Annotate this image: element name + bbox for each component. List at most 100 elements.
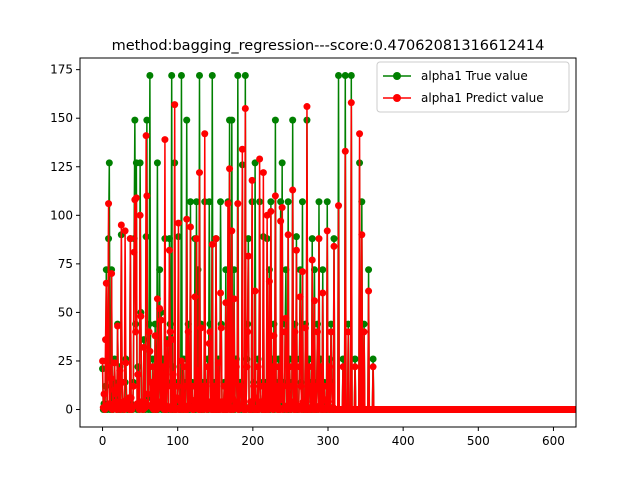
- data-point: [131, 116, 139, 124]
- data-point: [310, 297, 318, 305]
- data-point: [301, 324, 309, 332]
- data-point: [105, 200, 113, 208]
- data-point: [326, 363, 333, 371]
- x-tick-label: 100: [166, 434, 189, 448]
- data-point: [183, 116, 191, 124]
- legend-box: [376, 61, 570, 113]
- data-point: [289, 116, 297, 124]
- data-point: [365, 287, 373, 295]
- data-point: [319, 266, 327, 274]
- data-point: [224, 200, 232, 208]
- data-point: [251, 287, 259, 295]
- data-point: [289, 186, 297, 194]
- data-point: [195, 71, 203, 79]
- data-point: [265, 277, 273, 285]
- data-point: [197, 324, 205, 332]
- data-point: [214, 359, 222, 367]
- data-point: [208, 71, 216, 79]
- data-point: [118, 378, 126, 386]
- data-point: [121, 227, 129, 235]
- data-point: [205, 198, 213, 206]
- data-point: [226, 165, 234, 173]
- data-point: [114, 322, 122, 330]
- data-point: [241, 71, 249, 79]
- data-point: [292, 233, 300, 241]
- data-point: [171, 101, 179, 109]
- data-point: [341, 147, 349, 155]
- data-point: [155, 382, 163, 390]
- data-point: [192, 198, 200, 206]
- y-tick-label: 150: [50, 111, 73, 125]
- data-point: [270, 332, 278, 340]
- data-point: [234, 200, 242, 208]
- legend: alpha1 True value alpha1 Predict value: [376, 61, 570, 113]
- x-tick-label: 300: [317, 434, 340, 448]
- data-point: [315, 198, 323, 206]
- data-point: [126, 235, 134, 243]
- data-point: [256, 155, 264, 163]
- data-point: [328, 382, 336, 390]
- data-point: [295, 363, 303, 371]
- data-point: [140, 343, 148, 351]
- data-point: [341, 71, 349, 79]
- data-point: [319, 289, 327, 297]
- data-point: [144, 390, 152, 398]
- data-point: [323, 227, 331, 235]
- data-point: [308, 256, 316, 264]
- data-point: [111, 359, 119, 367]
- data-point: [149, 363, 157, 371]
- data-point: [309, 398, 317, 406]
- data-point: [182, 382, 190, 390]
- data-point: [250, 382, 258, 390]
- data-point: [284, 231, 292, 239]
- data-point: [315, 235, 323, 243]
- data-point: [305, 363, 313, 371]
- x-tick-label: 0: [99, 434, 107, 448]
- data-point: [202, 382, 210, 390]
- data-point: [262, 382, 270, 390]
- data-point: [278, 204, 286, 212]
- data-point: [327, 320, 335, 328]
- data-point: [365, 266, 373, 274]
- data-point: [143, 116, 151, 124]
- data-point: [129, 382, 137, 390]
- data-point: [247, 398, 255, 406]
- data-point: [99, 357, 107, 365]
- x-axis-ticks: 0 100 200 300 400 500 600: [99, 427, 565, 448]
- data-point: [356, 130, 364, 138]
- data-point: [243, 363, 251, 371]
- data-point: [217, 324, 225, 332]
- data-point: [157, 316, 165, 324]
- data-point: [254, 363, 262, 371]
- data-point: [111, 390, 119, 398]
- data-point: [316, 363, 324, 371]
- data-point: [281, 328, 289, 336]
- data-point: [360, 328, 368, 336]
- data-point: [211, 382, 219, 390]
- data-point: [206, 328, 214, 336]
- data-point: [147, 378, 155, 386]
- data-point: [298, 268, 306, 276]
- data-point: [277, 396, 285, 404]
- data-point: [205, 339, 213, 347]
- legend-items: alpha1 True value alpha1 Predict value: [383, 69, 544, 105]
- data-point: [168, 336, 176, 344]
- data-point: [280, 382, 288, 390]
- data-point: [232, 363, 240, 371]
- data-point: [130, 248, 138, 256]
- data-point: [183, 215, 191, 223]
- data-point: [105, 159, 113, 167]
- y-tick-label: 125: [50, 160, 73, 174]
- data-point: [271, 116, 279, 124]
- data-point: [188, 382, 196, 390]
- data-point: [308, 235, 316, 243]
- data-point: [217, 289, 225, 297]
- data-point: [194, 367, 202, 375]
- data-point: [299, 398, 307, 406]
- data-point: [347, 99, 355, 107]
- data-point: [248, 176, 256, 184]
- data-point: [136, 211, 144, 219]
- data-point: [164, 382, 172, 390]
- data-point: [102, 336, 110, 344]
